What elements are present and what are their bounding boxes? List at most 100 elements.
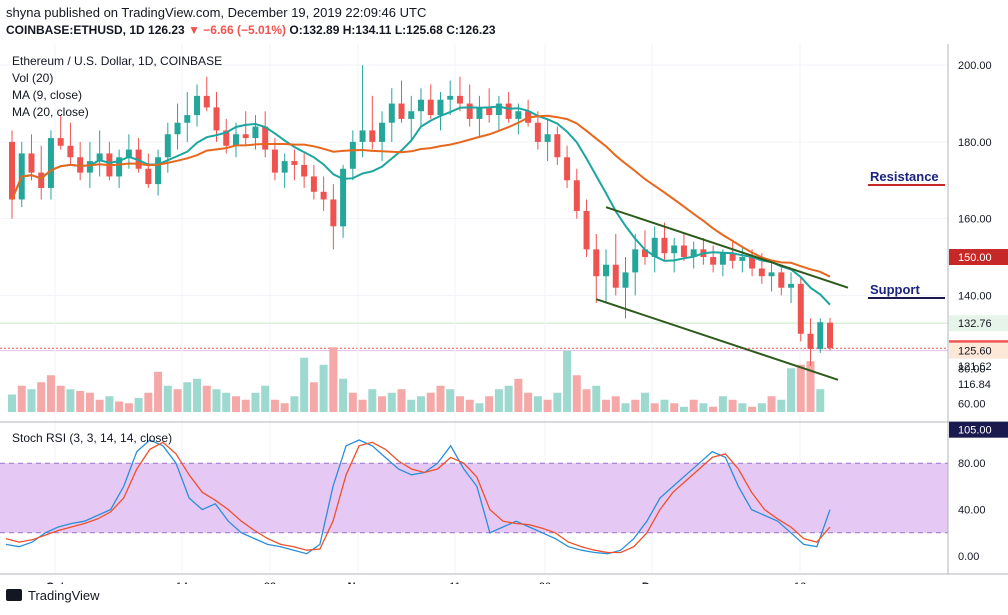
volume-bar [378, 396, 387, 412]
volume-bar [231, 396, 240, 412]
candle-body [788, 283, 795, 288]
price-label: 116.84 [958, 379, 991, 391]
volume-bar [222, 392, 231, 412]
volume-bar [592, 385, 601, 412]
candle-body [807, 333, 814, 350]
candle-body [155, 157, 162, 185]
candle-body [57, 138, 64, 146]
candle-body [28, 153, 35, 173]
candle-body [164, 134, 171, 158]
candle-body [340, 168, 347, 227]
chart-area[interactable]: 200.00180.00160.00140.0080.0060.00150.00… [0, 44, 1008, 584]
trend-channel [595, 206, 849, 381]
volume-bar [777, 399, 786, 412]
candle-body [749, 257, 756, 269]
volume-bar [339, 378, 348, 412]
volume-bar [602, 399, 611, 412]
candle-body [768, 272, 775, 277]
candle-body [534, 122, 541, 142]
volume-bar [319, 364, 328, 412]
price-label-bg [949, 315, 1008, 332]
candle-body [213, 107, 220, 131]
legend-vol: Vol (20) [12, 71, 53, 85]
candle-body [291, 161, 298, 165]
volume-bar [485, 396, 494, 412]
volume-bar [426, 392, 435, 412]
price-label-bg [949, 421, 1008, 438]
publish-info: shyna published on TradingView.com, Dece… [6, 5, 427, 20]
support-label: Support [870, 282, 920, 297]
tradingview-footer[interactable]: TradingView [6, 588, 100, 603]
volume-bar [455, 396, 464, 412]
candle-body [437, 99, 444, 116]
candle-body [9, 141, 15, 200]
rsi-tick-label: 80.00 [958, 458, 986, 470]
volume-bar [514, 378, 523, 412]
volume-bar [679, 406, 688, 412]
price-label: 125.60 [958, 346, 992, 358]
volume-bar [796, 364, 805, 412]
candle-body [47, 138, 54, 188]
legend-ma-slow: MA (20, close) [12, 105, 89, 119]
volume-bar [757, 403, 766, 412]
upper-trendline [605, 206, 849, 289]
volume-bar [494, 389, 503, 412]
volume-bar [524, 392, 533, 412]
candle-body [797, 283, 804, 334]
candle-body [301, 164, 308, 177]
volume-bar [417, 396, 425, 412]
volume-bar [173, 389, 182, 412]
candle-body [505, 103, 512, 119]
stoch-k-line [5, 439, 831, 555]
ohlc-bar: COINBASE:ETHUSD, 1D 126.23 ▼ −6.66 (−5.0… [6, 23, 496, 37]
candle-body [603, 264, 610, 277]
candle-body [583, 210, 590, 250]
candle-body [739, 257, 746, 261]
volume-bar [163, 385, 172, 412]
volume-bar [787, 368, 796, 412]
candle-body [184, 115, 191, 123]
volume-bar [387, 392, 396, 412]
volume-bar [56, 385, 65, 412]
candle-body [427, 99, 434, 116]
volume-bar [611, 396, 620, 412]
candle-body [379, 122, 386, 142]
candle-body [719, 253, 726, 265]
volume-bar [572, 375, 581, 412]
candle-body [116, 157, 123, 177]
volume-bar [368, 389, 377, 412]
volume-bar [553, 392, 562, 412]
volume-bar [154, 371, 163, 412]
volume-bar [105, 396, 114, 412]
price-tick-label: 160.00 [958, 214, 992, 226]
volume-bar [251, 392, 260, 412]
candle-body [418, 99, 424, 112]
candle-body [447, 95, 454, 100]
price-label-bg [949, 249, 1008, 266]
candle-body [758, 268, 765, 277]
volume-bars [8, 347, 825, 412]
volume-bar [37, 382, 46, 412]
rsi-legend: Stoch RSI (3, 3, 14, 14, close) [12, 431, 172, 445]
legend-ma-fast: MA (9, close) [12, 88, 82, 102]
time-tick-label: Dec [642, 581, 662, 584]
volume-tick-label: 60.00 [958, 398, 986, 410]
ma-slow-line [11, 114, 831, 278]
volume-bar [202, 385, 211, 412]
candle-body [359, 130, 366, 142]
candle-body [632, 249, 639, 273]
moving-averages [11, 105, 831, 306]
volume-bar [348, 392, 357, 412]
candle-body [729, 253, 736, 261]
rsi-tick-label: 0.00 [958, 551, 979, 563]
volume-bar [76, 391, 85, 412]
time-tick-label: Oct [46, 581, 65, 584]
time-tick-label: Nov [348, 581, 370, 584]
candle-body [125, 149, 132, 158]
close-value: 126.23 [458, 23, 496, 37]
ma-fast-line [11, 105, 831, 306]
candle-body [661, 237, 668, 254]
volume-bar [280, 403, 289, 412]
volume-bar [621, 403, 630, 412]
volume-bar [543, 399, 552, 412]
